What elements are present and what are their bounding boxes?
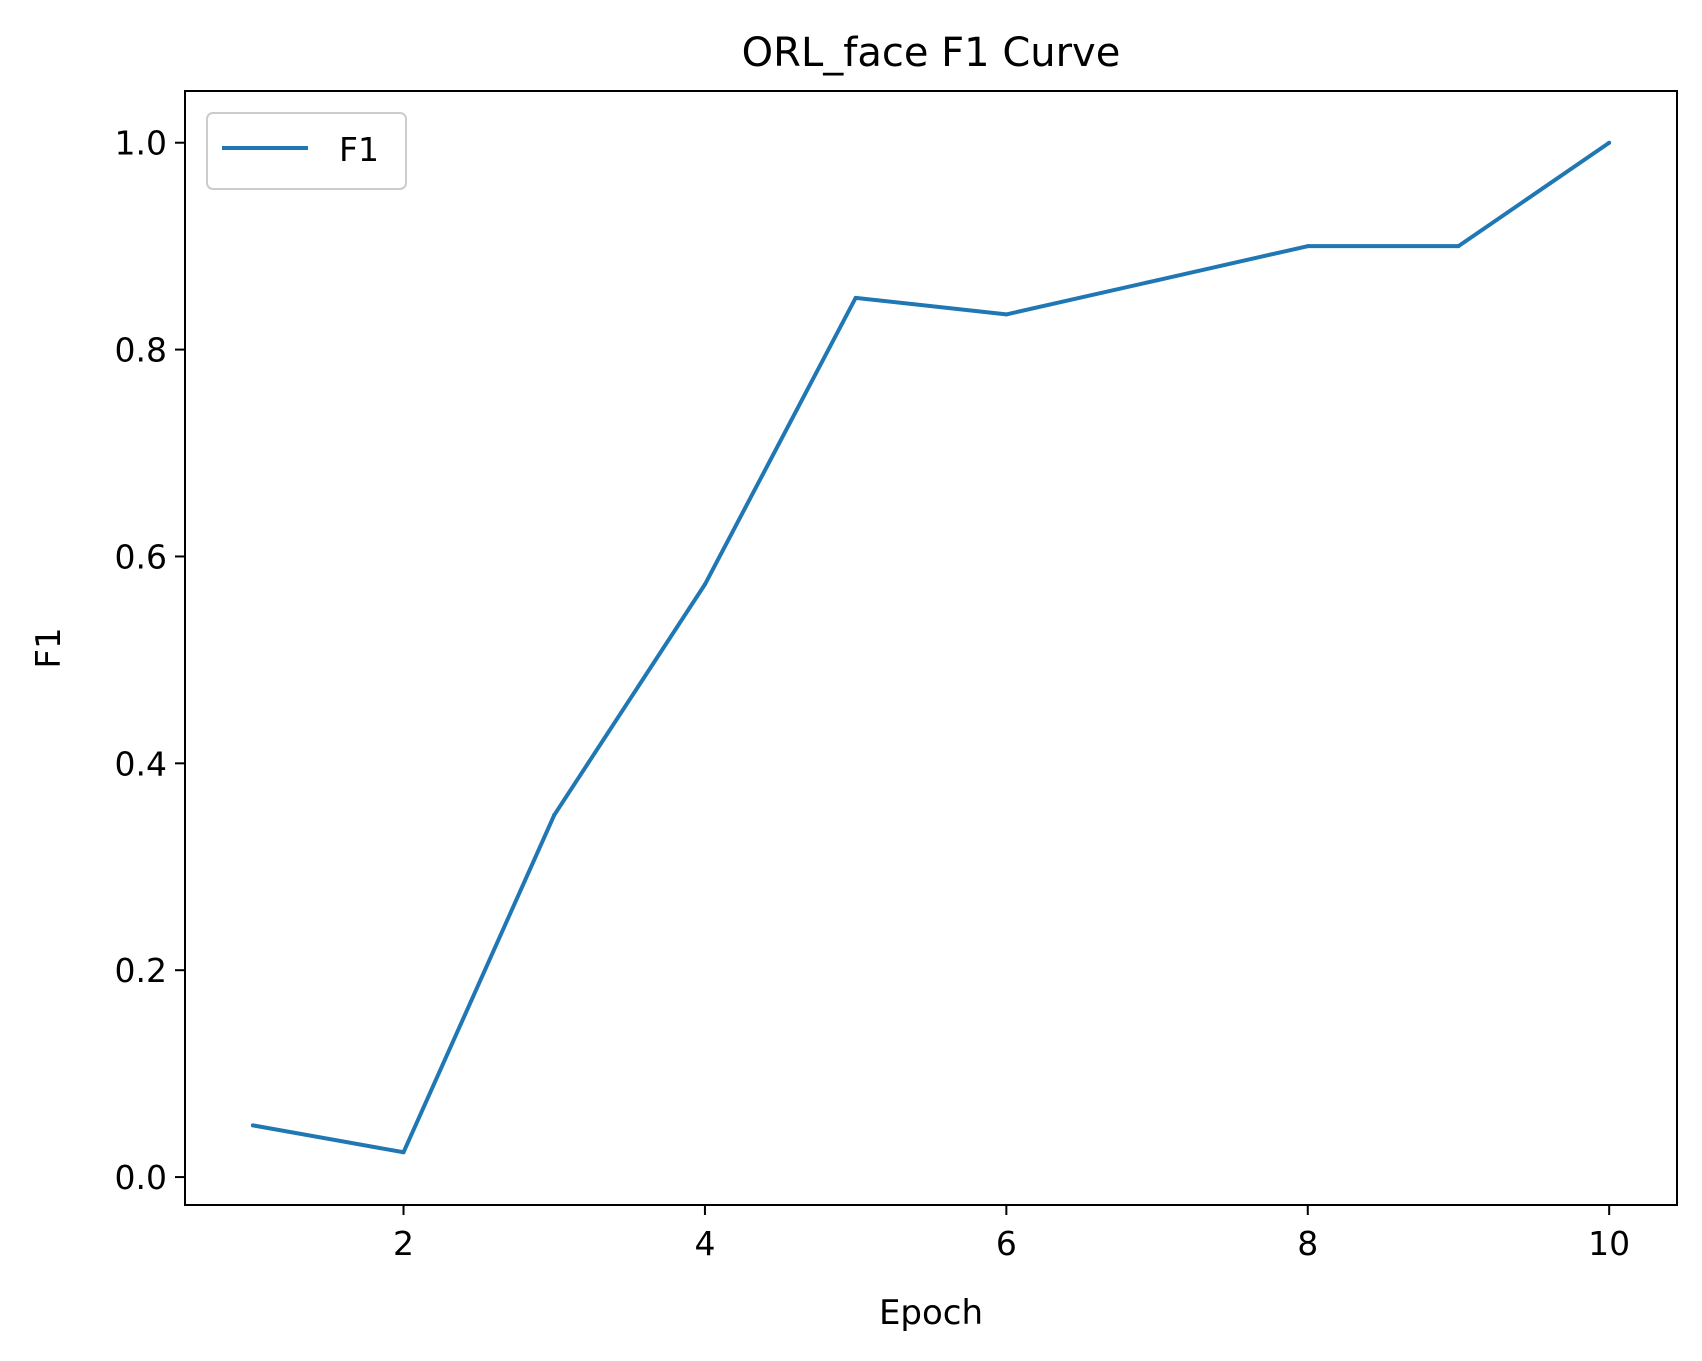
series-layer [250,140,1612,1155]
data-point [250,1123,255,1128]
data-point [1607,140,1612,145]
x-tick-label: 2 [393,1224,414,1263]
data-point [401,1150,406,1155]
x-tick-label: 10 [1588,1224,1630,1263]
legend: F1 [206,112,407,190]
y-tick-label: 0.0 [115,1158,167,1197]
plot-area: 2 4 6 8 10 0.0 0.2 0.4 0.6 0.8 1.0 F1 [115,90,1678,1263]
y-tick-label: 0.2 [115,951,167,990]
data-point [1456,244,1461,249]
data-point [1155,278,1160,283]
data-point [552,813,557,818]
y-axis-ticks: 0.0 0.2 0.4 0.6 0.8 1.0 [115,124,185,1197]
y-tick-label: 0.4 [115,744,167,783]
legend-label-f1: F1 [339,130,379,169]
series-line-f1 [252,141,1611,1155]
data-point [1305,244,1310,249]
legend-box [206,112,407,190]
x-axis-label: Epoch [879,1293,983,1333]
x-axis-ticks: 2 4 6 8 10 [393,1205,1630,1263]
y-tick-label: 0.8 [115,331,167,370]
data-point [853,295,858,300]
data-point [702,582,707,587]
y-tick-label: 0.6 [115,537,167,576]
data-point [1004,312,1009,317]
chart-title: ORL_face F1 Curve [742,30,1121,76]
y-tick-label: 1.0 [115,124,167,163]
x-tick-label: 6 [996,1224,1017,1263]
x-tick-label: 8 [1297,1224,1318,1263]
plot-frame [184,90,1678,1206]
y-axis-label: F1 [29,627,69,668]
x-tick-label: 4 [694,1224,715,1263]
